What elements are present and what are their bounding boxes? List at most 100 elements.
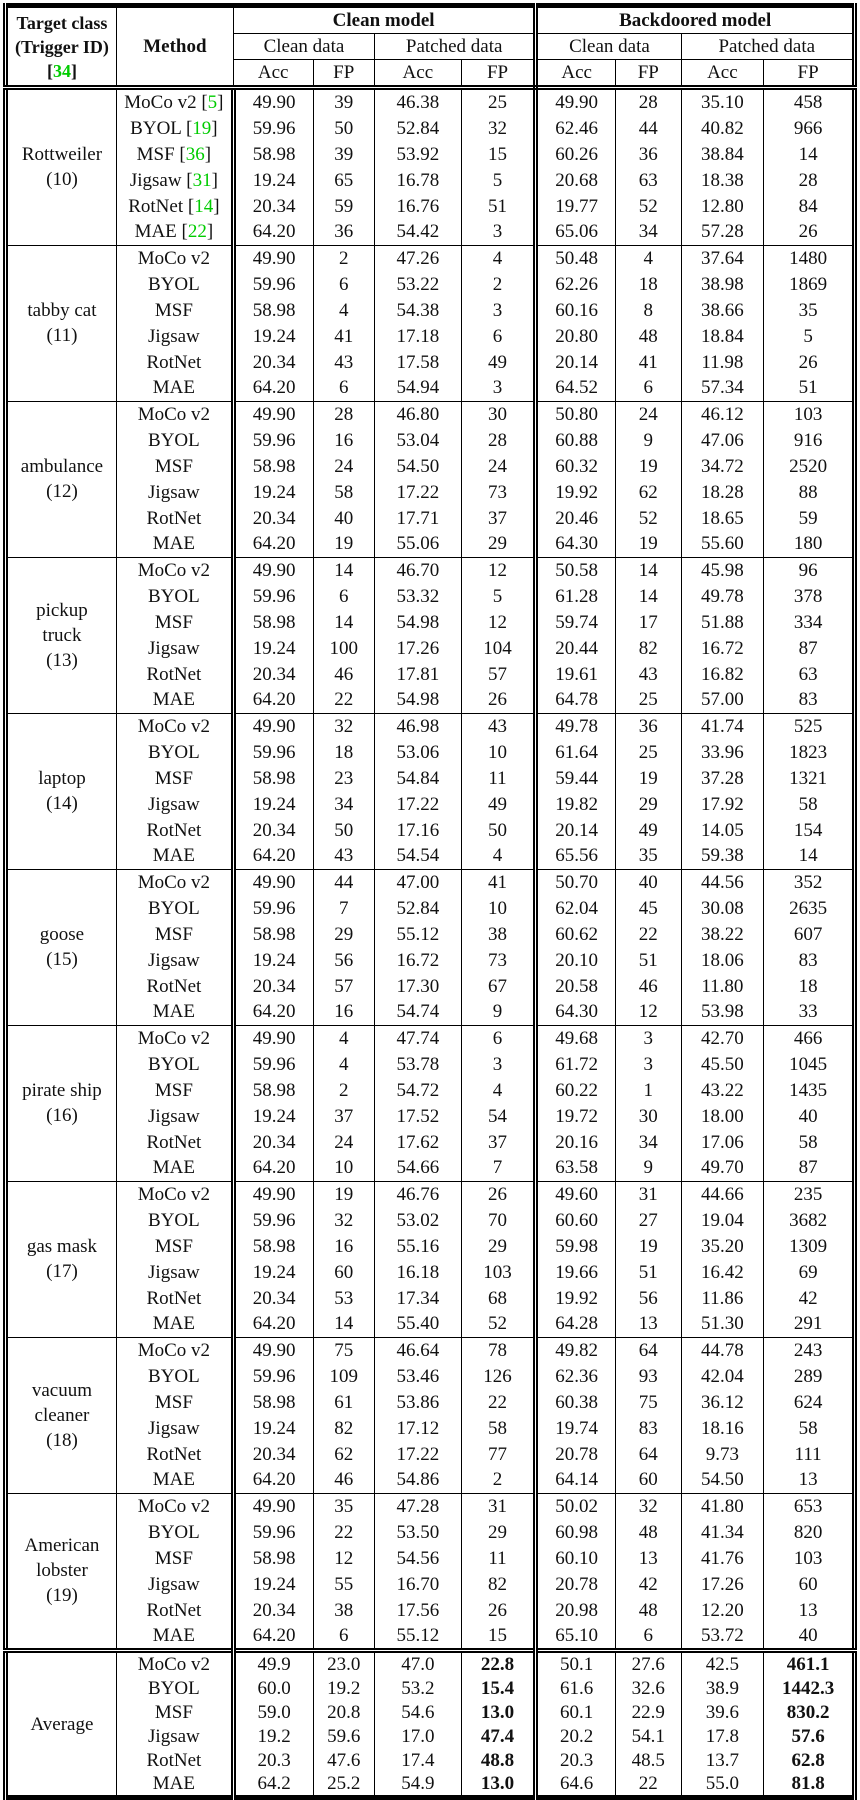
value-cell: 3 [615,1024,682,1051]
citation-link[interactable]: 31 [192,169,212,191]
value-cell: 50 [312,115,375,141]
value-cell: 25 [615,739,682,765]
value-cell: 18.38 [680,167,764,193]
value-cell: 60 [615,1467,682,1493]
value-cell: 65 [312,167,375,193]
method-cell: RotNet [115,505,236,531]
citation-link[interactable]: 5 [207,92,218,113]
value-cell: 13.7 [680,1748,764,1772]
value-cell: 16 [312,427,375,453]
value-cell: 19.24 [232,947,313,973]
value-cell: 54.66 [374,1155,462,1181]
value-cell: 4 [460,1077,539,1103]
value-cell: 7 [312,895,375,921]
value-cell: 60.1 [535,1700,616,1724]
value-cell: 16.72 [374,947,462,973]
value-cell: 59.96 [232,895,313,921]
method-cell: MAE [115,1155,236,1181]
citation-link[interactable]: 34 [52,60,71,81]
value-cell: 42.5 [680,1648,764,1676]
value-cell: 61.6 [535,1676,616,1700]
value-cell: 109 [312,1363,375,1389]
value-cell: 916 [763,427,855,453]
value-cell: 60.32 [535,453,616,479]
value-cell: 47.0 [374,1648,462,1676]
value-cell: 1442.3 [763,1676,855,1700]
value-cell: 64.20 [232,1623,313,1651]
value-cell: 32 [615,1492,682,1519]
value-cell: 41 [615,349,682,375]
value-cell: 37 [460,505,539,531]
value-cell: 52 [615,193,682,219]
value-cell: 62.8 [763,1748,855,1772]
value-cell: 17.34 [374,1285,462,1311]
target-class-line: (10) [46,169,78,191]
value-cell: 47.74 [374,1024,462,1051]
value-cell: 51 [615,947,682,973]
value-cell: 54.86 [374,1467,462,1493]
value-cell: 22 [312,687,375,713]
value-cell: 20.34 [232,973,313,999]
value-cell: 1480 [763,244,855,271]
value-cell: 51.88 [680,609,764,635]
value-cell: 46.70 [374,556,462,583]
value-cell: 12.80 [680,193,764,219]
method-cell: Jigsaw [115,635,236,661]
value-cell: 64.78 [535,687,616,713]
value-cell: 19 [615,765,682,791]
value-cell: 58 [763,791,855,817]
header-target-class-line2: (Trigger ID) [15,36,109,57]
value-cell: 59.96 [232,427,313,453]
value-cell: 54.74 [374,999,462,1025]
citation-link[interactable]: 22 [187,221,207,243]
value-cell: 26 [460,1180,539,1207]
target-class-line: cleaner [34,1404,90,1426]
value-cell: 20.78 [535,1441,616,1467]
citation-link[interactable]: 19 [192,117,212,139]
value-cell: 2 [460,271,539,297]
value-cell: 58 [460,1415,539,1441]
value-cell: 61.64 [535,739,616,765]
citation-link[interactable]: 36 [185,143,205,165]
value-cell: 15 [460,141,539,167]
value-cell: 60.10 [535,1545,616,1571]
value-cell: 19.24 [232,791,313,817]
value-cell: 49.78 [535,712,616,739]
value-cell: 45.50 [680,1051,764,1077]
method-cell: MAE [115,375,236,401]
value-cell: 39 [312,141,375,167]
value-cell: 54.9 [374,1772,462,1798]
method-cell: BYOL [115,583,236,609]
value-cell: 54 [460,1103,539,1129]
value-cell: 34 [615,219,682,245]
target-class-line: (13) [46,649,78,671]
value-cell: 35 [312,1492,375,1519]
value-cell: 50.48 [535,244,616,271]
target-class-cell: Average [5,1648,117,1798]
method-cell: RotNet [115,349,236,375]
value-cell: 49.60 [535,1180,616,1207]
citation-link[interactable]: 14 [194,195,214,217]
value-cell: 17.52 [374,1103,462,1129]
value-cell: 4 [615,244,682,271]
value-cell: 42.04 [680,1363,764,1389]
value-cell: 18 [763,973,855,999]
value-cell: 4 [312,1024,375,1051]
value-cell: 53 [312,1285,375,1311]
value-cell: 57 [312,973,375,999]
value-cell: 53.86 [374,1389,462,1415]
value-cell: 64.20 [232,1311,313,1337]
value-cell: 51 [460,193,539,219]
value-cell: 607 [763,921,855,947]
value-cell: 22 [615,1772,682,1798]
value-cell: 3682 [763,1207,855,1233]
value-cell: 50.02 [535,1492,616,1519]
value-cell: 58.98 [232,609,313,635]
value-cell: 64.20 [232,219,313,245]
value-cell: 55.12 [374,921,462,947]
value-cell: 75 [615,1389,682,1415]
header-clean-model: Clean model [232,5,539,34]
value-cell: 20.98 [535,1597,616,1623]
value-cell: 32 [312,1207,375,1233]
value-cell: 69 [763,1259,855,1285]
